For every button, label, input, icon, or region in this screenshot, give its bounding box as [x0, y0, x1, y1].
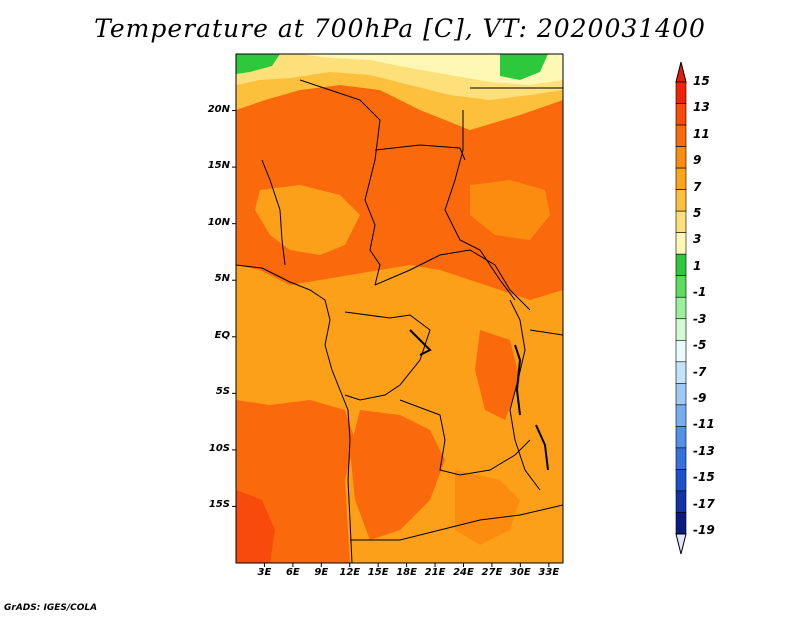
colorbar-tick-label: 3 — [693, 232, 702, 247]
country-borders — [236, 79, 563, 563]
colorbar-under-triangle — [675, 533, 687, 555]
colorbar-swatch — [675, 253, 687, 277]
colorbar-tick-label: 9 — [693, 153, 702, 168]
lake-malawi — [535, 424, 549, 471]
colorbar — [675, 61, 687, 555]
colorbar-swatch — [675, 426, 687, 449]
colorbar-tick-label: -9 — [693, 390, 707, 405]
border-car-drc — [374, 249, 531, 311]
border-west-a — [261, 159, 286, 266]
border-central-north — [299, 79, 381, 286]
colorbar-swatch — [675, 275, 687, 298]
border-great-lakes — [509, 299, 541, 491]
border-drc-angola-zambia — [399, 399, 531, 476]
colorbar-swatch — [675, 296, 687, 320]
colorbar-tick-label: -3 — [693, 311, 707, 326]
lat-tick-label: EQ — [214, 329, 230, 341]
border-congo — [344, 311, 431, 401]
lat-tick-label: 5S — [215, 386, 230, 398]
lon-tick-label: 27E — [481, 567, 503, 578]
lake-tanganyika — [514, 344, 522, 416]
colorbar-swatch — [675, 81, 687, 104]
colorbar-tick-label: 13 — [693, 100, 710, 115]
colorbar-swatch — [675, 124, 687, 147]
border-chad-sudan — [374, 144, 466, 161]
field-13c-east — [475, 330, 520, 420]
lat-tick-label: 20N — [207, 103, 230, 115]
lon-tick-label: 3E — [257, 567, 272, 578]
lon-tick-label: 21E — [424, 567, 446, 578]
field-13c-south-central — [350, 410, 445, 540]
colorbar-swatch — [675, 447, 687, 470]
lon-tick-label: 6E — [285, 567, 300, 578]
map-title: Temperature at 700hPa [C], VT: 202003140… — [94, 14, 706, 43]
lon-tick-label: 33E — [538, 567, 560, 578]
colorbar-over-triangle — [675, 61, 687, 83]
atlantic-coastline — [236, 264, 353, 563]
lon-tick-label: 24E — [453, 567, 474, 578]
field-1c-northeast — [500, 54, 548, 80]
colorbar-swatch — [675, 469, 687, 492]
river-congo — [409, 329, 432, 356]
border-south — [350, 504, 563, 541]
field-1c-northwest — [236, 54, 280, 74]
field-9c-patch-west — [255, 185, 360, 255]
lon-tick-label: 15E — [367, 567, 389, 578]
field-3c-north — [300, 54, 563, 85]
colorbar-tick-label: 5 — [693, 206, 702, 221]
lat-tick-label: 5N — [214, 273, 230, 285]
border-sudan-east — [444, 110, 516, 301]
colorbar-tick-label: -11 — [693, 417, 715, 432]
colorbar-tick-label: 7 — [693, 179, 702, 194]
colorbar-tick-label: 1 — [693, 258, 702, 273]
colorbar-tick-label: -15 — [693, 470, 715, 485]
field-15c-southwest — [236, 490, 275, 563]
lat-tick-label: 15S — [208, 499, 230, 511]
colorbar-swatch — [675, 167, 687, 190]
colorbar-tick-label: -13 — [693, 443, 715, 458]
colorbar-swatch — [675, 512, 687, 535]
colorbar-swatch — [675, 339, 687, 363]
colorbar-swatch — [675, 189, 687, 212]
lon-tick-label: 9E — [314, 567, 329, 578]
lat-tick-label: 15N — [207, 160, 230, 172]
colorbar-swatch — [675, 404, 687, 427]
axis-ticks — [232, 110, 550, 567]
lon-tick-label: 30E — [509, 567, 531, 578]
colorbar-swatch — [675, 383, 687, 406]
map-frame — [235, 53, 564, 564]
colorbar-tick-label: -7 — [693, 364, 707, 379]
border-kenya-uganda — [529, 329, 563, 336]
colorbar-swatch — [675, 146, 687, 169]
colorbar-tick-label: -5 — [693, 338, 707, 353]
lon-tick-label: 12E — [339, 567, 361, 578]
colorbar-tick-label: 11 — [693, 126, 710, 141]
lon-tick-label: 18E — [396, 567, 417, 578]
colorbar-swatch — [675, 361, 687, 384]
colorbar-tick-label: 15 — [693, 74, 710, 88]
colorbar-swatch — [675, 103, 687, 126]
field-11c-south — [455, 470, 520, 545]
colorbar-tick-label: -17 — [693, 496, 715, 511]
colorbar-swatch — [675, 490, 687, 513]
colorbar-tick-label: -1 — [693, 285, 707, 300]
colorbar-tick-label: -19 — [693, 523, 715, 537]
field-11c-patch-east — [470, 180, 550, 240]
colorbar-swatch — [675, 318, 687, 341]
colorbar-swatch — [675, 210, 687, 233]
lat-tick-label: 10S — [208, 442, 230, 454]
grads-credit: GrADS: IGES/COLA — [4, 603, 98, 613]
lat-tick-label: 10N — [207, 216, 230, 228]
colorbar-swatch — [675, 232, 687, 255]
